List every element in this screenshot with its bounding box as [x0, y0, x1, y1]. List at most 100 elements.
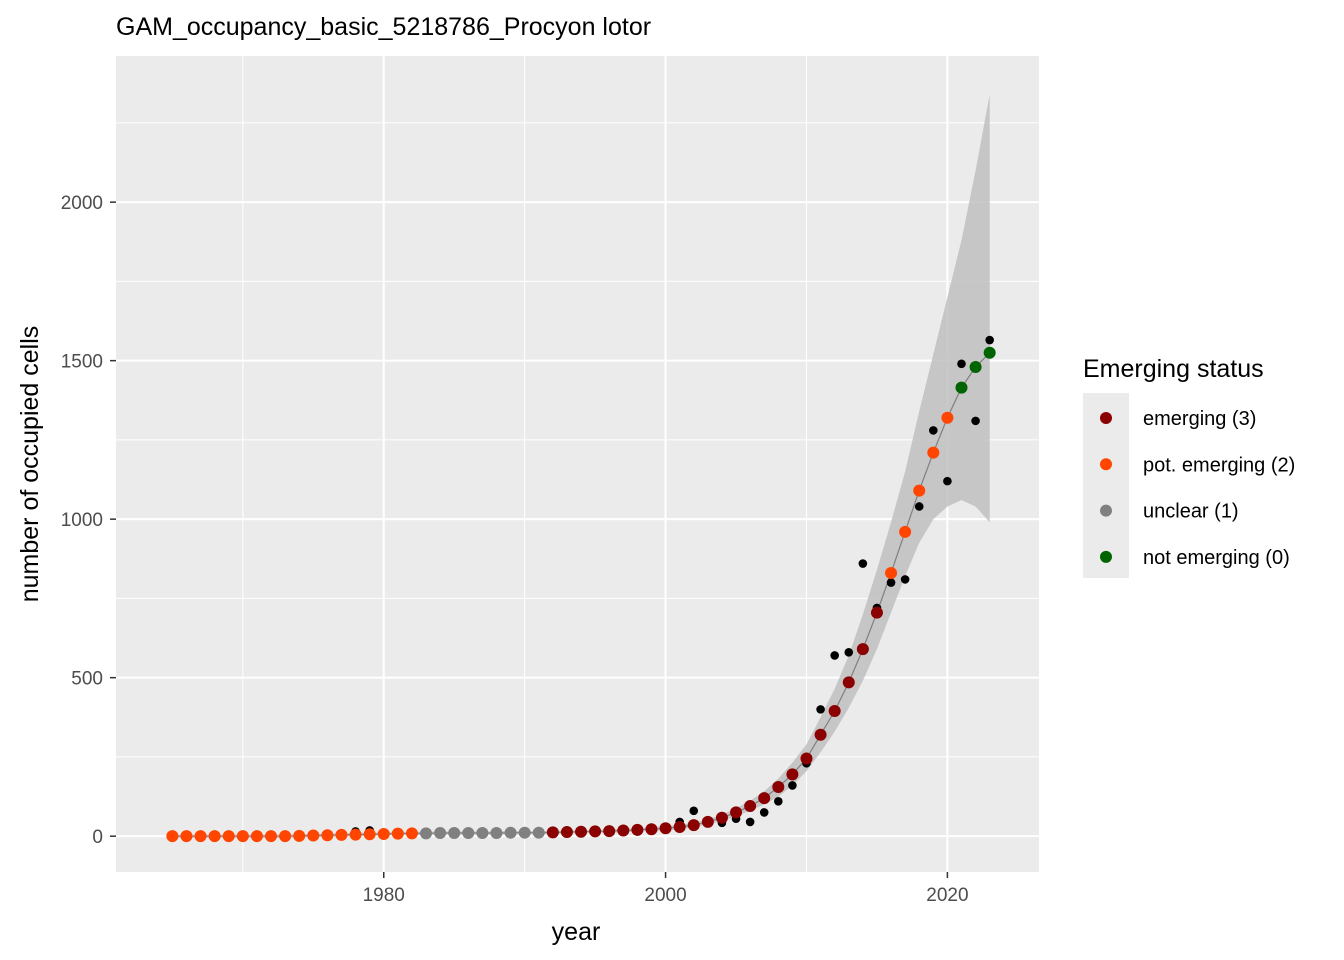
fitted-point [744, 800, 757, 813]
legend-label: unclear (1) [1143, 501, 1239, 523]
fitted-point [194, 830, 207, 843]
fitted-point [476, 827, 489, 840]
fitted-point [673, 820, 686, 833]
fitted-point [730, 806, 743, 819]
fitted-point [448, 827, 461, 840]
observed-point [985, 335, 994, 345]
fitted-point [335, 828, 348, 841]
y-tick-label: 1000 [61, 510, 103, 531]
fitted-point [321, 829, 334, 842]
fitted-point [983, 346, 996, 359]
fitted-point [842, 676, 855, 689]
fitted-point [504, 826, 517, 839]
fitted-point [758, 792, 771, 805]
fitted-point [420, 827, 433, 840]
fitted-point [434, 827, 447, 840]
fitted-point [518, 826, 531, 839]
observed-point [759, 808, 769, 817]
x-axis-title: year [552, 918, 601, 946]
observed-point [844, 648, 854, 657]
fitted-point [250, 830, 263, 843]
fitted-point [222, 830, 235, 843]
fitted-point [363, 828, 376, 841]
fitted-point [307, 829, 320, 842]
fitted-point [828, 704, 841, 717]
observed-point [689, 806, 699, 816]
fitted-point [631, 823, 644, 836]
observed-point [745, 817, 755, 827]
fitted-point [899, 525, 912, 538]
fitted-point [589, 825, 602, 838]
fitted-point [786, 768, 799, 781]
observed-point [886, 578, 896, 587]
fitted-point [814, 728, 827, 741]
fitted-point [532, 826, 545, 839]
fitted-point [969, 360, 982, 373]
legend-key-2 [1100, 458, 1112, 471]
fitted-point [575, 825, 588, 838]
observed-point [830, 651, 839, 660]
fitted-point [208, 830, 221, 843]
fitted-point [659, 822, 672, 835]
legend-label: pot. emerging (2) [1143, 454, 1295, 476]
x-tick-label: 2000 [644, 885, 686, 906]
fitted-point [377, 827, 390, 840]
fitted-point [885, 567, 898, 580]
fitted-point [166, 830, 179, 843]
fitted-point [560, 826, 573, 839]
fitted-point [293, 829, 306, 842]
fitted-point [701, 815, 714, 828]
y-tick-label: 0 [92, 827, 103, 848]
observed-point [900, 575, 910, 584]
fitted-points [166, 346, 996, 843]
fitted-point [279, 830, 292, 843]
observed-point [957, 359, 966, 369]
observed-point [943, 476, 952, 486]
y-tick-label: 1500 [61, 352, 103, 373]
legend-key-1 [1100, 504, 1112, 517]
fitted-point [645, 823, 658, 836]
fitted-point [546, 826, 559, 839]
y-tick-label: 2000 [61, 193, 103, 214]
observed-point [929, 426, 938, 435]
fitted-point [236, 830, 249, 843]
fitted-point [687, 819, 700, 832]
legend-title: Emerging status [1083, 355, 1264, 383]
observed-point [971, 416, 980, 426]
fitted-point [617, 824, 630, 837]
observed-point [914, 502, 924, 511]
fitted-point [462, 827, 475, 840]
fitted-point [856, 643, 869, 656]
legend: Emerging status emerging (3) pot. emergin… [1083, 355, 1295, 578]
fitted-point [405, 827, 418, 840]
chart-title: GAM_occupancy_basic_5218786_Procyon loto… [116, 13, 651, 41]
axes: 1980 2000 2020 0 500 1000 1500 2000 [61, 193, 969, 906]
legend-label: not emerging (0) [1143, 547, 1290, 569]
fitted-point [941, 411, 954, 424]
observed-point [858, 559, 868, 568]
x-tick-label: 2020 [926, 885, 968, 906]
fitted-point [349, 828, 362, 841]
fitted-point [265, 830, 278, 843]
fitted-point [927, 446, 940, 459]
observed-point [774, 797, 783, 806]
legend-key-0 [1100, 550, 1112, 563]
fitted-point [913, 484, 926, 497]
observed-point [816, 705, 825, 714]
observed-point [788, 781, 797, 790]
plot-panel [116, 56, 1039, 872]
fitted-point [800, 752, 813, 765]
fitted-point [603, 825, 616, 838]
fitted-point [490, 827, 503, 840]
fitted-point [955, 381, 968, 394]
y-tick-label: 500 [71, 669, 103, 690]
fitted-point [715, 811, 728, 824]
legend-key-3 [1100, 412, 1112, 424]
fitted-point [870, 606, 883, 619]
y-axis-title: number of occupied cells [16, 326, 44, 603]
fitted-point [391, 827, 404, 840]
panel-background [116, 56, 1039, 872]
legend-label: emerging (3) [1143, 408, 1256, 430]
fitted-point [180, 830, 193, 843]
